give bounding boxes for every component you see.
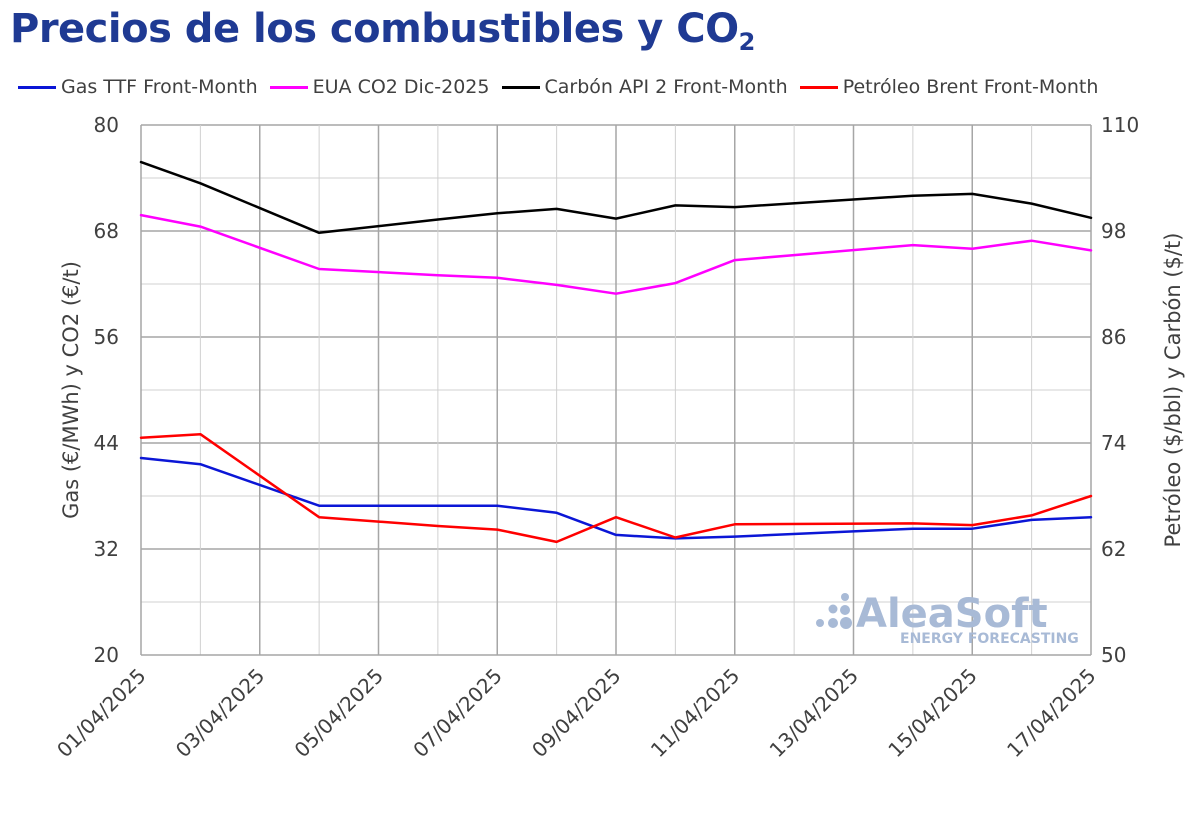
x-tick-label: 07/04/2025 [408, 664, 506, 762]
legend-label: Petróleo Brent Front-Month [842, 76, 1099, 98]
legend-label: Carbón API 2 Front-Month [544, 76, 788, 98]
y-tick-label-left: 80 [94, 113, 119, 137]
y-tick-label-right: 62 [1101, 537, 1126, 561]
y-tick-label-left: 56 [94, 325, 119, 349]
y-axis-title-right: Petróleo ($/bbl) y Carbón ($/t) [1161, 233, 1185, 548]
y-tick-label-right: 110 [1101, 113, 1139, 137]
y-tick-label-left: 68 [94, 219, 119, 243]
legend-swatch [18, 85, 56, 89]
chart-title-main: Precios de los combustibles y CO [10, 6, 739, 52]
legend-item-gas-ttf-front-month: Gas TTF Front-Month [18, 76, 258, 98]
aleasoft-logo-icon [816, 593, 852, 629]
x-tick-label: 11/04/2025 [646, 664, 744, 762]
watermark-tagline: ENERGY FORECASTING [900, 631, 1079, 647]
chart-legend: Gas TTF Front-Month EUA CO2 Dic-2025 Carbó… [18, 74, 1110, 100]
x-tick-label: 05/04/2025 [290, 664, 388, 762]
legend-label: Gas TTF Front-Month [61, 76, 258, 98]
x-tick-label: 09/04/2025 [527, 664, 625, 762]
legend-label: EUA CO2 Dic-2025 [312, 76, 490, 98]
legend-item-carbon-api-2-front-month: Carbón API 2 Front-Month [501, 76, 788, 98]
y-tick-label-left: 20 [94, 643, 119, 667]
legend-swatch [799, 85, 838, 89]
legend-item-petroleo-brent-front-month: Petróleo Brent Front-Month [799, 76, 1099, 98]
x-tick-label: 01/04/2025 [52, 664, 150, 762]
y-axis-title-left: Gas (€/MWh) y CO2 (€/t) [59, 261, 83, 519]
y-tick-label-left: 44 [94, 431, 119, 455]
legend-item-eua-co2-dic-2025: EUA CO2 Dic-2025 [269, 76, 490, 98]
y-tick-label-right: 74 [1101, 431, 1126, 455]
y-tick-label-left: 32 [94, 537, 119, 561]
grid-layer [140, 124, 1092, 655]
chart-title: Precios de los combustibles y CO2 [10, 6, 755, 56]
x-tick-label: 15/04/2025 [883, 664, 981, 762]
x-tick-label: 13/04/2025 [765, 664, 863, 762]
legend-swatch [501, 85, 540, 89]
series-line-gas-ttf-front-month [139, 456, 1093, 540]
series-layer [139, 160, 1093, 544]
chart-title-subscript: 2 [738, 28, 756, 56]
legend-swatch [269, 85, 308, 89]
series-line-petroleo-brent-front-month [139, 432, 1093, 544]
series-line-eua-co2-dic-2025 [139, 213, 1093, 295]
aleasoft-watermark: AleaSoft ENERGY FORECASTING [816, 591, 1079, 647]
x-tick-label: 03/04/2025 [171, 664, 269, 762]
watermark-brand: AleaSoft [856, 591, 1048, 637]
y-tick-label-right: 86 [1101, 325, 1126, 349]
y-tick-label-right: 98 [1101, 219, 1126, 243]
series-line-carbon-api-2-front-month [139, 160, 1093, 235]
x-tick-label: 17/04/2025 [1002, 664, 1100, 762]
y-tick-label-right: 50 [1101, 643, 1126, 667]
axis-layer: 20 32 44 56 68 80 50 62 74 86 98 110 01/04/2025 03/04… [52, 113, 1185, 762]
